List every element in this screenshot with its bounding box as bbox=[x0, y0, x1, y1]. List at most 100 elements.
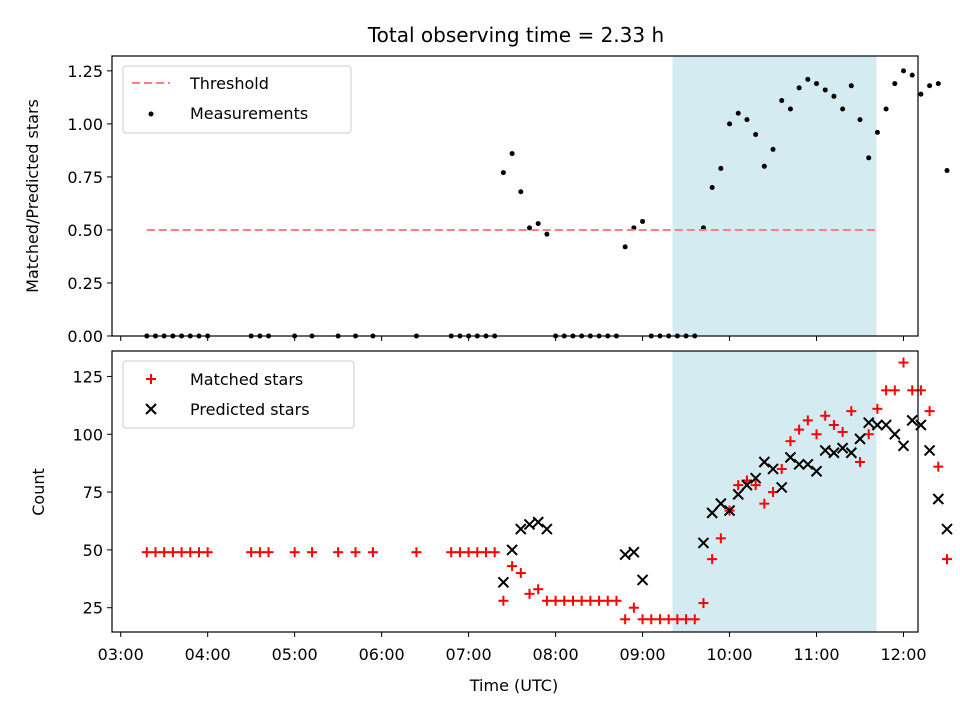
predicted-x-b bbox=[723, 504, 736, 517]
matched-star-point bbox=[907, 385, 918, 396]
predicted-x-b bbox=[793, 458, 805, 471]
matched-star-point bbox=[533, 584, 544, 595]
predicted-x-b bbox=[506, 544, 518, 556]
matched-star-point bbox=[141, 547, 152, 558]
bottom-y-tick-label: 50 bbox=[83, 541, 103, 560]
bottom-y-tick-label: 75 bbox=[83, 483, 103, 502]
predicted-star-point bbox=[836, 442, 849, 454]
matched-star-point bbox=[715, 533, 726, 544]
predicted-star-point bbox=[636, 574, 649, 586]
measurement-point bbox=[796, 85, 802, 91]
measurement-point bbox=[509, 151, 515, 157]
top-y-tick-label: 0.50 bbox=[67, 221, 103, 240]
predicted-x-b bbox=[776, 481, 788, 494]
matched-star-point bbox=[820, 410, 831, 421]
predicted-x-b bbox=[515, 523, 527, 535]
matched-star-point bbox=[828, 420, 839, 431]
predicted-star-point bbox=[523, 518, 536, 531]
measurement-point bbox=[518, 189, 524, 195]
bottom-y-axis-label: Count bbox=[29, 468, 48, 516]
matched-star-point bbox=[889, 385, 900, 396]
measurement-point bbox=[727, 121, 733, 127]
predicted-star-point bbox=[889, 428, 901, 440]
measurement-point bbox=[526, 225, 532, 231]
measurement-point bbox=[857, 117, 863, 123]
matched-star-point bbox=[933, 461, 944, 472]
measurement-point bbox=[770, 146, 776, 152]
matched-star-point bbox=[254, 547, 265, 558]
matched-star-point bbox=[289, 547, 300, 558]
matched-star-point bbox=[307, 547, 318, 558]
matched-star-point bbox=[759, 498, 770, 509]
measurement-point bbox=[822, 87, 828, 93]
predicted-x-b bbox=[767, 463, 779, 475]
measurement-point bbox=[500, 170, 506, 176]
matched-legend-swatch bbox=[146, 374, 156, 384]
predicted-x-b bbox=[715, 497, 727, 510]
predicted-star-point bbox=[845, 447, 858, 459]
matched-star-point bbox=[602, 595, 613, 606]
bottom-legend: Matched stars Predicted stars bbox=[122, 360, 355, 429]
bottom-y-tick-label: 25 bbox=[83, 599, 103, 618]
predicted-star-point bbox=[628, 546, 640, 558]
matched-star-point bbox=[246, 547, 257, 558]
predicted-x-b bbox=[880, 419, 892, 431]
bottom-x-ticks: 03:00 04:00 05:00 06:00 07:00 08:00 09:00 10:00… bbox=[98, 632, 927, 664]
top-y-tick-label: 0.75 bbox=[67, 168, 103, 187]
predicted-star-point bbox=[810, 465, 823, 477]
matched-star-point bbox=[776, 463, 787, 474]
predicted-star-point bbox=[697, 537, 710, 549]
x-tick-label: 03:00 bbox=[98, 645, 144, 664]
bottom-y-tick-label: 100 bbox=[72, 425, 103, 444]
matched-star-point bbox=[159, 547, 170, 558]
matched-star-point bbox=[689, 614, 700, 625]
predicted-star-point bbox=[819, 444, 831, 457]
bottom-plot-marks bbox=[141, 357, 953, 625]
bottom-legend-box bbox=[122, 360, 355, 429]
matched-star-point bbox=[881, 385, 892, 396]
top-axes-frame bbox=[111, 55, 919, 337]
matched-star-point bbox=[446, 547, 457, 558]
predicted-x-b bbox=[523, 518, 536, 531]
matched-star-point bbox=[167, 547, 178, 558]
matched-star-point bbox=[811, 429, 822, 440]
measurement-point bbox=[779, 98, 785, 104]
measurement-point bbox=[927, 83, 933, 89]
predicted-star-point bbox=[732, 488, 744, 501]
predicted-x-b bbox=[819, 444, 831, 457]
matched-star-point bbox=[646, 614, 657, 625]
measurements-legend-label: Measurements bbox=[190, 104, 308, 123]
matched-star-point bbox=[915, 385, 926, 396]
measurement-point bbox=[805, 76, 811, 82]
predicted-star-point bbox=[802, 458, 814, 471]
predicted-x-b bbox=[749, 472, 762, 484]
matched-star-point bbox=[663, 614, 674, 625]
matched-star-point bbox=[350, 547, 361, 558]
predicted-x-b bbox=[810, 465, 823, 477]
matched-star-point bbox=[698, 598, 709, 609]
top-x-ticks bbox=[120, 336, 905, 341]
measurement-point bbox=[831, 93, 837, 99]
predicted-x-b bbox=[732, 488, 744, 501]
predicted-star-point bbox=[776, 481, 788, 494]
matched-star-point bbox=[481, 547, 492, 558]
predicted-x-b bbox=[628, 546, 640, 558]
predicted-x-b bbox=[802, 458, 814, 471]
bottom-y-ticks: 25 50 75 100 125 bbox=[72, 367, 112, 618]
x-tick-label: 07:00 bbox=[446, 645, 492, 664]
top-panel: 0.00 0.25 0.50 0.75 1.00 1.25 Matched/Predict… bbox=[23, 55, 950, 346]
predicted-star-point bbox=[532, 516, 544, 528]
bottom-axes-frame bbox=[111, 350, 919, 633]
matched-star-point bbox=[681, 614, 692, 625]
measurement-point bbox=[814, 81, 820, 87]
matched-star-point bbox=[524, 588, 535, 599]
x-tick-label: 08:00 bbox=[533, 645, 579, 664]
x-tick-label: 06:00 bbox=[359, 645, 405, 664]
x-tick-label: 12:00 bbox=[880, 645, 926, 664]
matched-star-point bbox=[515, 568, 526, 579]
matched-star-point bbox=[454, 547, 465, 558]
matched-star-point bbox=[559, 595, 570, 606]
measurement-point bbox=[901, 68, 907, 74]
matched-star-point bbox=[941, 554, 952, 565]
measurement-point bbox=[744, 117, 750, 123]
